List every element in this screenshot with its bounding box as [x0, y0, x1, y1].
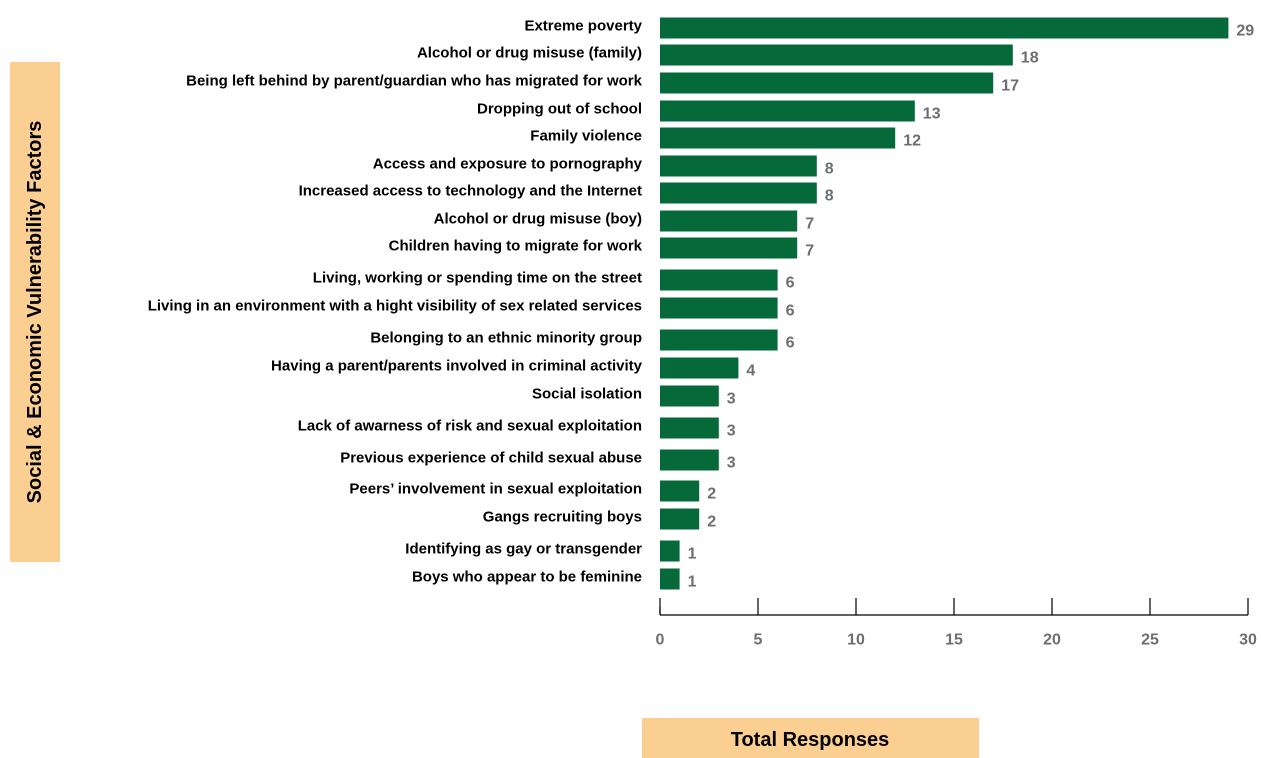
data-label: 3	[727, 455, 736, 472]
category-label: Social isolation	[532, 386, 642, 403]
data-label: 2	[707, 486, 716, 503]
x-tick-label: 5	[754, 632, 763, 649]
category-label: Living in an environment with a hight vi…	[148, 298, 642, 315]
bar	[660, 17, 1229, 39]
category-label: Extreme poverty	[524, 18, 642, 35]
data-label: 17	[1001, 78, 1019, 95]
bar	[660, 210, 798, 232]
x-axis-title: Total Responses	[731, 729, 890, 751]
category-label: Living, working or spending time on the …	[313, 270, 642, 287]
data-label: 6	[786, 335, 795, 352]
category-label: Children having to migrate for work	[389, 238, 643, 255]
bar	[660, 568, 680, 590]
x-tick-label: 30	[1239, 632, 1257, 649]
data-label: 2	[707, 514, 716, 531]
bar	[660, 508, 700, 530]
category-label: Peers’ involvement in sexual exploitatio…	[349, 481, 642, 498]
data-label: 8	[825, 188, 834, 205]
bar	[660, 182, 817, 204]
category-label: Having a parent/parents involved in crim…	[271, 358, 643, 375]
data-label: 6	[786, 303, 795, 320]
x-tick-label: 15	[945, 632, 963, 649]
bar	[660, 72, 994, 94]
data-label: 1	[688, 574, 697, 591]
bar	[660, 385, 719, 407]
bars-group: Extreme poverty 29 Alcohol or drug misuse …	[148, 17, 1254, 591]
x-axis: 0 5 10 15 20 25 30	[656, 598, 1257, 649]
bar	[660, 100, 915, 122]
bar	[660, 480, 700, 502]
category-label: Gangs recruiting boys	[483, 509, 642, 526]
data-label: 3	[727, 423, 736, 440]
data-label: 4	[746, 363, 755, 380]
category-label: Family violence	[530, 128, 642, 145]
bar	[660, 329, 778, 351]
bar	[660, 417, 719, 439]
data-label: 7	[805, 243, 814, 260]
x-tick-label: 20	[1043, 632, 1061, 649]
category-label: Alcohol or drug misuse (family)	[417, 45, 642, 62]
y-axis-title-box	[10, 62, 60, 562]
data-label: 6	[786, 275, 795, 292]
data-label: 8	[825, 161, 834, 178]
category-label: Increased access to technology and the I…	[299, 183, 642, 200]
bar	[660, 269, 778, 291]
category-label: Identifying as gay or transgender	[405, 541, 642, 558]
category-label: Being left behind by parent/guardian who…	[186, 73, 643, 90]
bar	[660, 44, 1013, 66]
data-label: 13	[923, 106, 941, 123]
x-axis-title-box	[642, 718, 979, 758]
category-label: Dropping out of school	[477, 101, 642, 118]
x-tick-label: 0	[656, 632, 665, 649]
data-label: 12	[903, 133, 921, 150]
category-label: Previous experience of child sexual abus…	[340, 450, 642, 467]
bar	[660, 127, 896, 149]
category-label: Belonging to an ethnic minority group	[370, 330, 642, 347]
category-label: Boys who appear to be feminine	[412, 569, 642, 586]
bar	[660, 297, 778, 319]
data-label: 18	[1021, 50, 1039, 67]
bar	[660, 449, 719, 471]
category-label: Lack of awarness of risk and sexual expl…	[298, 418, 642, 435]
x-tick-label: 10	[847, 632, 865, 649]
bar	[660, 155, 817, 177]
category-label: Access and exposure to pornography	[373, 156, 643, 173]
data-label: 7	[805, 216, 814, 233]
data-label: 1	[688, 546, 697, 563]
x-tick-label: 25	[1141, 632, 1159, 649]
bar	[660, 540, 680, 562]
data-label: 29	[1236, 23, 1254, 40]
category-label: Alcohol or drug misuse (boy)	[434, 211, 642, 228]
bar	[660, 237, 798, 259]
bar	[660, 357, 739, 379]
y-axis-title: Social & Economic Vulnerability Factors	[24, 121, 46, 504]
data-label: 3	[727, 391, 736, 408]
